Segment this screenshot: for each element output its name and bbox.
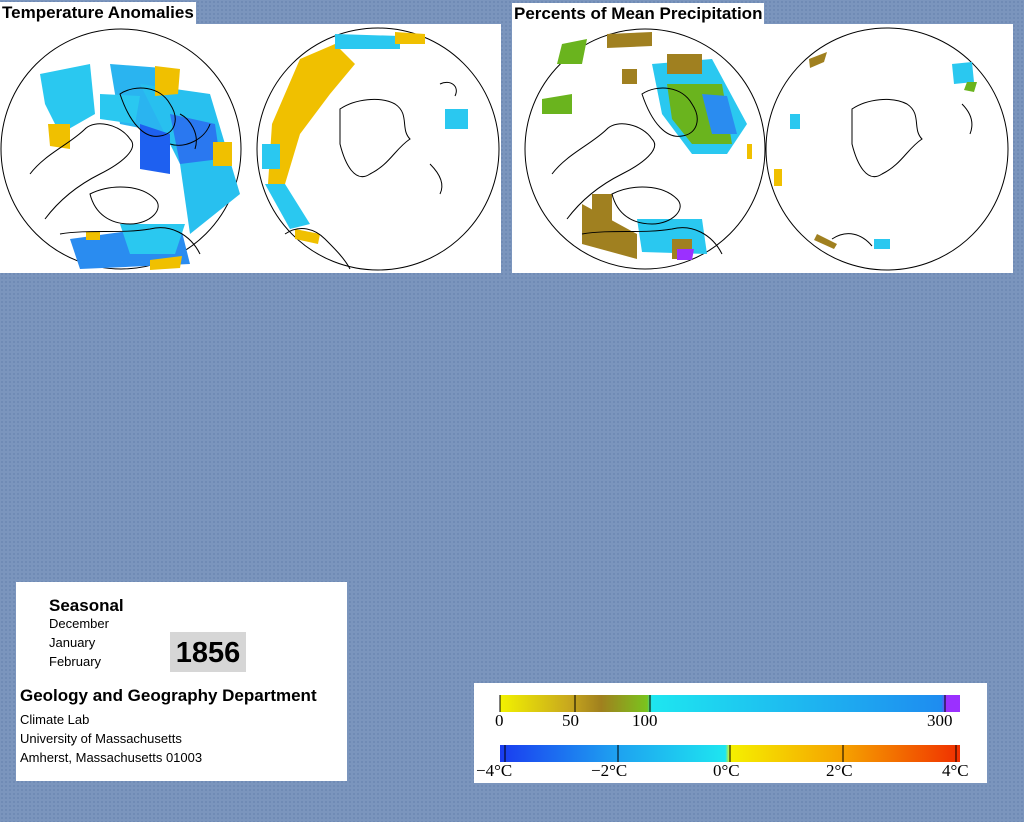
precip-tick-0: 0 bbox=[495, 711, 504, 730]
lab-name: Climate Lab bbox=[20, 712, 90, 727]
temp-tick-0: 0°C bbox=[713, 761, 740, 780]
precip-ticks bbox=[499, 695, 946, 712]
temp-tick-4: 4°C bbox=[942, 761, 969, 780]
university-name: University of Massachusetts bbox=[20, 731, 182, 746]
month-3: February bbox=[49, 654, 102, 669]
year-label: 1856 bbox=[170, 632, 246, 672]
precipitation-colorbar bbox=[499, 695, 960, 762]
temperature-hemispheres bbox=[0, 27, 500, 271]
temp-northern-hemisphere bbox=[0, 28, 242, 270]
department-name: Geology and Geography Department bbox=[20, 686, 317, 705]
precip-northern-hemisphere bbox=[524, 28, 766, 270]
temp-tick-minus2: −2°C bbox=[591, 761, 628, 780]
precip-cells-south bbox=[774, 52, 977, 249]
precipitation-map-panel bbox=[512, 24, 1013, 273]
month-1: December bbox=[49, 616, 109, 631]
precipitation-hemispheres bbox=[524, 27, 1009, 271]
precipitation-title: Percents of Mean Precipitation bbox=[512, 3, 765, 25]
precip-tick-100: 100 bbox=[632, 711, 658, 730]
precip-cells-north bbox=[542, 32, 752, 260]
precip-gradient-bar bbox=[500, 695, 960, 712]
precip-tick-50: 50 bbox=[562, 711, 579, 730]
month-2: January bbox=[49, 635, 96, 650]
temp-anomaly-cells-south bbox=[262, 32, 468, 244]
temp-ticks bbox=[504, 745, 957, 762]
precip-southern-hemisphere bbox=[765, 27, 1009, 271]
precip-tick-300: 300 bbox=[927, 711, 953, 730]
temperature-title: Temperature Anomalies bbox=[0, 2, 196, 24]
info-box: Seasonal December January February 1856 … bbox=[16, 582, 347, 781]
address-line: Amherst, Massachusetts 01003 bbox=[20, 750, 203, 765]
temp-anomaly-cells-north bbox=[40, 64, 240, 270]
legend-box: 0 50 100 300 −4°C −2°C 0°C 2°C 4°C bbox=[474, 683, 987, 783]
temp-tick-2: 2°C bbox=[826, 761, 853, 780]
temp-tick-minus4: −4°C bbox=[476, 761, 513, 780]
temperature-map-panel bbox=[0, 24, 501, 273]
season-label: Seasonal bbox=[49, 596, 124, 615]
temp-southern-hemisphere bbox=[256, 27, 500, 271]
